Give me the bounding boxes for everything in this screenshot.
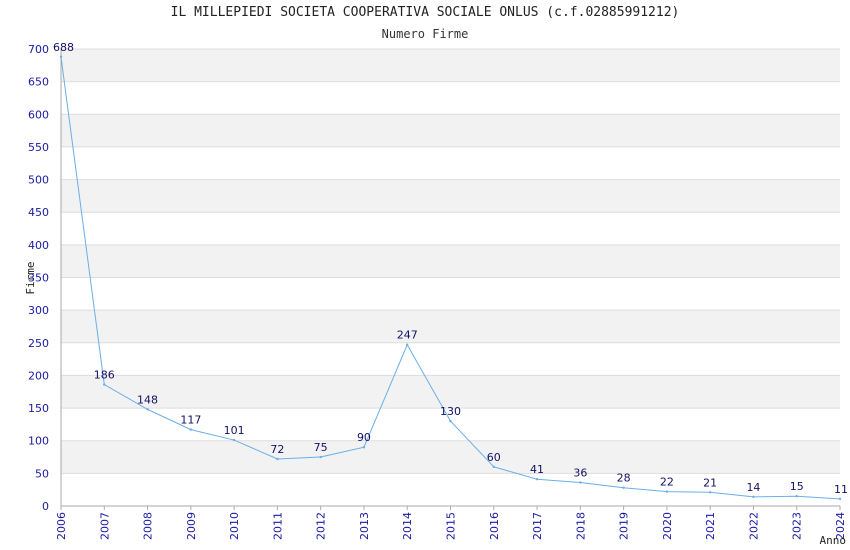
y-tick-labels: 0 50 100 150 200 250 300 350 400 450 500 550 600 650 7… [28,43,49,513]
data-point [449,419,452,423]
data-point [232,438,236,442]
x-tick-label: 2008 [142,512,155,540]
background-band [61,244,840,278]
data-label: 117 [180,414,201,427]
y-tick-label: 100 [28,435,49,448]
y-tick-label: 500 [28,174,49,187]
x-tick-label: 2010 [228,512,241,540]
y-tick-label: 200 [28,369,49,382]
data-point [103,383,106,386]
data-point [535,478,539,481]
data-label: 130 [440,405,461,418]
x-tick-label: 2012 [315,512,328,540]
background-band [61,310,840,343]
data-point [579,481,582,484]
data-label: 186 [94,369,115,382]
x-tick-label: 2015 [445,512,458,540]
data-label: 11 [834,483,848,496]
background-band [61,473,840,506]
series-lines [59,55,842,501]
data-label: 75 [314,441,328,454]
y-tick-label: 250 [28,337,49,350]
data-label: 15 [790,480,804,493]
y-tick-label: 400 [28,239,49,252]
data-point [665,490,669,493]
y-tick-label: 450 [28,206,49,219]
data-point [146,408,149,411]
background-band [61,212,840,245]
data-point [622,486,625,489]
data-point [362,446,366,449]
background-band [61,440,840,474]
chart-title: IL MILLEPIEDI SOCIETA COOPERATIVA SOCIAL… [170,5,680,20]
y-tick-label: 650 [28,76,49,89]
data-label: 60 [487,451,501,464]
data-point [838,497,842,501]
x-tick-label: 2018 [574,512,587,540]
data-label: 36 [573,466,587,479]
background-band [61,146,840,180]
background-band [61,375,840,409]
x-tick-labels: 2006 2007 2008 2009 2010 2011 2012 2013 2014 2015… [55,506,847,540]
background-band [61,408,840,441]
background-band [61,342,840,376]
data-point [189,428,193,431]
background-band [61,179,840,213]
data-label: 72 [270,443,284,456]
x-tick-label: 2020 [661,512,674,540]
data-label: 247 [397,329,418,342]
y-tick-label: 600 [28,108,49,121]
background-band [61,277,840,311]
x-tick-label: 2014 [401,512,414,540]
data-label: 101 [224,424,245,437]
data-label: 21 [703,476,717,489]
x-tick-label: 2021 [704,512,717,540]
background-band [61,81,840,115]
data-point [708,491,712,494]
y-tick-label: 700 [28,43,49,56]
data-label: 688 [53,41,74,54]
chart-subtitle: Numero Firme [381,27,469,41]
data-point [406,343,409,346]
background-band [61,114,840,147]
data-point [795,495,798,498]
y-tick-label: 0 [42,500,49,513]
y-tick-label: 350 [28,272,49,285]
x-tick-label: 2023 [791,512,804,540]
x-tick-label: 2007 [98,512,111,540]
x-tick-label: 2017 [531,512,544,540]
y-tick-label: 300 [28,304,49,317]
data-label: 14 [746,481,760,494]
y-tick-label: 550 [28,141,49,154]
background-bands [61,49,840,506]
y-tick-label: 50 [35,467,49,480]
y-tick-label: 150 [28,402,49,415]
data-label: 41 [530,463,544,476]
x-tick-label: 2009 [185,512,198,540]
data-point [752,495,755,499]
data-label: 90 [357,431,371,444]
x-tick-label: 2024 [834,512,847,540]
x-tick-label: 2011 [271,512,284,540]
background-band [61,49,840,82]
data-point [319,455,322,459]
data-point [276,457,279,461]
data-label: 22 [660,476,674,489]
data-label: 28 [617,472,631,485]
x-tick-label: 2016 [488,512,501,540]
data-label: 148 [137,393,158,406]
x-axis-label: Anno [820,534,847,547]
x-tick-label: 2022 [747,512,760,540]
data-point [492,465,495,469]
x-tick-label: 2019 [618,512,631,540]
data-labels: 688 186 148 117 101 72 75 90 247 130 60 41 36 28 22 21 1… [53,41,848,496]
y-axis-label: Firme [24,261,37,294]
x-tick-label: 2006 [55,512,68,540]
x-tick-label: 2013 [358,512,371,540]
data-point [59,55,63,59]
